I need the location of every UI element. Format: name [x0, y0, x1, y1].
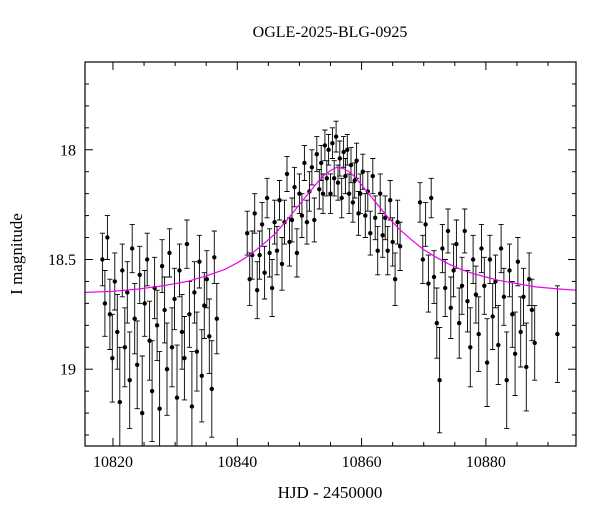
- x-tick-label: 10840: [217, 454, 257, 471]
- model-curve: [85, 166, 576, 293]
- x-tick-label: 10820: [93, 454, 133, 471]
- y-tick-label: 19: [60, 362, 76, 379]
- y-tick-labels: 18 18.5 19: [48, 142, 76, 378]
- y-tick-label: 18.5: [48, 252, 76, 269]
- y-tick-label: 18: [60, 142, 76, 159]
- x-axis-label: HJD - 2450000: [278, 483, 383, 502]
- x-tick-label: 10860: [342, 454, 382, 471]
- plot-frame: [84, 61, 577, 447]
- axis-ticks: [85, 61, 576, 446]
- data-points: [100, 134, 560, 416]
- data-layer: [85, 120, 576, 446]
- x-tick-labels: 10820 10840 10860 10880: [93, 454, 506, 471]
- y-axis-label: I magnitude: [7, 213, 26, 295]
- error-bars: [99, 120, 560, 446]
- plot-area: 10820 10840 10860 10880 18 18.5 19: [48, 61, 577, 471]
- chart-title: OGLE-2025-BLG-0925: [253, 24, 408, 41]
- x-tick-label: 10880: [466, 454, 506, 471]
